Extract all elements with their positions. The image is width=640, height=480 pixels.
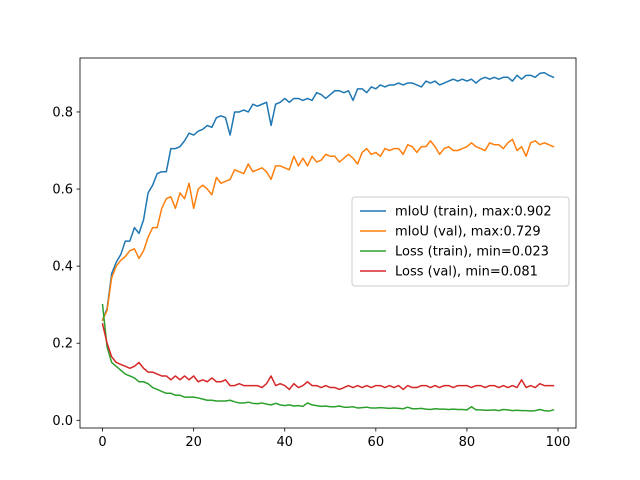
series-line-1 bbox=[101, 138, 555, 322]
x-tick-label-2: 40 bbox=[276, 435, 293, 450]
series-line-0 bbox=[101, 71, 555, 322]
legend-box bbox=[351, 196, 570, 287]
y-tick-label-3: 0.6 bbox=[52, 183, 73, 198]
y-tick-label-0: 0.0 bbox=[52, 414, 73, 429]
y-tick-label-1: 0.2 bbox=[52, 337, 73, 352]
axes-layer: 0 20 40 60 80 100 0.0 0.2 0.4 0.6 0.8 bbox=[52, 57, 577, 450]
legend-entry-0: mIoU (train), max:0.902 bbox=[395, 205, 552, 220]
x-tick-label-3: 60 bbox=[368, 435, 385, 450]
y-tick-label-2: 0.4 bbox=[52, 260, 73, 275]
legend: mIoU (train), max:0.902 mIoU (val), max:0… bbox=[351, 196, 570, 287]
legend-entry-1: mIoU (val), max:0.729 bbox=[395, 225, 541, 240]
series-line-3 bbox=[101, 323, 555, 391]
x-tick-label-4: 80 bbox=[459, 435, 476, 450]
legend-entry-3: Loss (val), min=0.081 bbox=[395, 265, 538, 280]
y-tick-label-4: 0.8 bbox=[52, 105, 73, 120]
x-tick-label-1: 20 bbox=[185, 435, 202, 450]
series-layer bbox=[101, 71, 555, 412]
axes-frame bbox=[79, 57, 577, 429]
series-line-2 bbox=[101, 303, 555, 412]
x-tick-label-5: 100 bbox=[546, 435, 571, 450]
legend-entry-2: Loss (train), min=0.023 bbox=[395, 245, 549, 260]
x-tick-label-0: 0 bbox=[98, 435, 106, 450]
